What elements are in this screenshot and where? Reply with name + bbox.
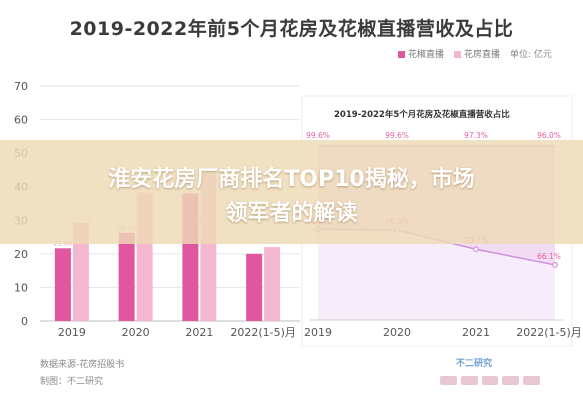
area-data-label-top: 99.6% bbox=[306, 131, 330, 140]
inner-chart-title: 2019-2022年5个月花房及花椒直播营收占比 bbox=[334, 110, 510, 120]
legend: 花椒直播 花房直播 单位: 亿元 bbox=[398, 47, 552, 60]
bar-huajiao bbox=[54, 248, 71, 321]
area-point bbox=[552, 262, 558, 268]
headline-line-2: 领军者的解读 bbox=[225, 201, 358, 226]
x-tick-label: 2021 bbox=[185, 326, 213, 339]
area-point bbox=[473, 246, 479, 253]
bar-huafang bbox=[72, 222, 89, 321]
y-tick-label: 10 bbox=[14, 281, 28, 294]
legend-swatch-huafang bbox=[454, 51, 462, 58]
source-note: 数据来源-花房招股书 bbox=[40, 360, 125, 370]
area-x-tick-label: 2022(1-5)月 bbox=[516, 326, 582, 339]
bar-huafang bbox=[264, 247, 281, 321]
chart-title: 2019-2022年前5个月花房及花椒直播营收及占比 bbox=[69, 18, 514, 40]
y-tick-label: 20 bbox=[14, 248, 28, 261]
area-data-label-top: 96.0% bbox=[537, 131, 561, 140]
bar-huajiao bbox=[118, 232, 135, 321]
watermark-logo: 不二研究 bbox=[456, 359, 493, 369]
bar-chart-x-axis: 2019 2020 2021 2022(1-5)月 bbox=[58, 326, 296, 339]
headline-line-1: 淮安花房厂商排名TOP10揭秘，市场 bbox=[108, 167, 475, 192]
legend-item-huafang: 花房直播 bbox=[454, 47, 500, 60]
legend-label-huajiao: 花椒直播 bbox=[408, 50, 445, 60]
area-data-label-top: 97.3% bbox=[464, 131, 488, 140]
area-x-tick-label: 2019 bbox=[304, 326, 332, 339]
area-data-label-bottom: 66.1% bbox=[537, 252, 561, 261]
area-x-tick-label: 2021 bbox=[462, 326, 490, 339]
x-tick-label: 2019 bbox=[58, 326, 86, 339]
legend-swatch-huajiao bbox=[398, 51, 405, 58]
headline: 淮安花房厂商排名TOP10揭秘，市场 领军者的解读 bbox=[0, 163, 583, 231]
unit-label: 单位: 亿元 bbox=[510, 50, 552, 60]
y-tick-label: 0 bbox=[21, 315, 28, 328]
x-tick-label: 2022(1-5)月 bbox=[230, 326, 296, 339]
x-tick-label: 2020 bbox=[122, 326, 150, 339]
y-tick-label: 70 bbox=[14, 80, 28, 93]
bar-huajiao bbox=[246, 253, 263, 321]
area-lower-band bbox=[318, 229, 555, 320]
headline-banner bbox=[0, 140, 583, 244]
legend-label-huafang: 花房直播 bbox=[464, 50, 501, 60]
area-data-label-top: 99.6% bbox=[385, 131, 409, 140]
watermark-strip bbox=[440, 376, 540, 385]
legend-item-huajiao: 花椒直播 bbox=[398, 47, 444, 60]
area-chart-x-axis: 2019 2020 2021 2022(1-5)月 bbox=[304, 319, 582, 339]
maker-note: 制图：不二研究 bbox=[40, 377, 104, 387]
area-x-tick-label: 2020 bbox=[383, 326, 411, 339]
y-tick-label: 60 bbox=[14, 114, 28, 127]
